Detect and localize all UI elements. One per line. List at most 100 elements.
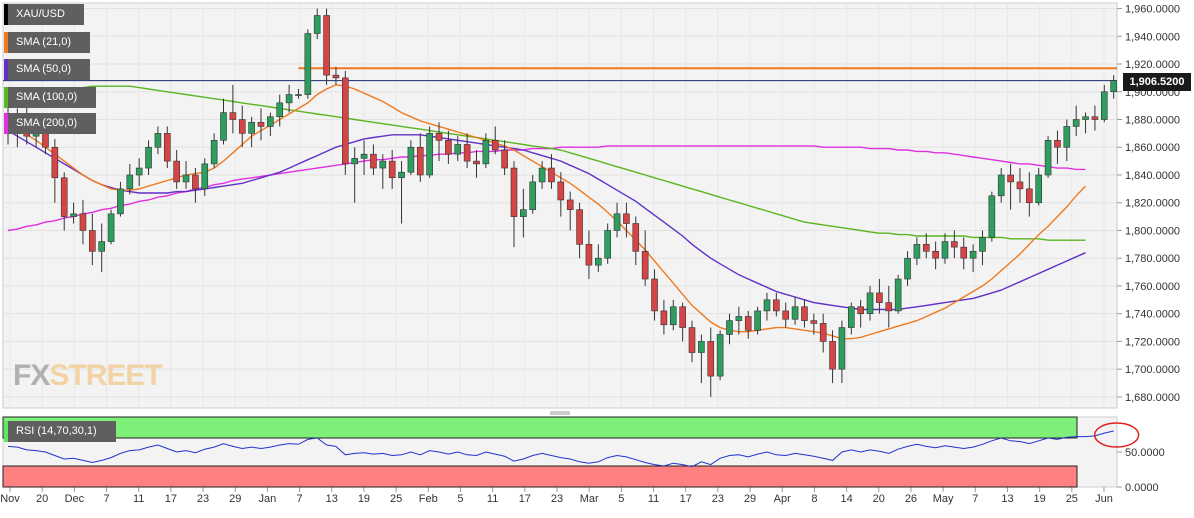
candle	[847, 302, 855, 335]
candle	[604, 223, 611, 264]
candle-body-up	[1072, 119, 1080, 127]
candle	[885, 285, 893, 328]
candle-body-down	[819, 323, 827, 342]
candle	[707, 327, 715, 397]
candle	[922, 233, 930, 259]
candle	[98, 223, 105, 273]
x-tick-label: 13	[1001, 493, 1013, 505]
candle-body-up	[360, 153, 368, 159]
candle	[416, 133, 424, 182]
candle-body-down	[885, 302, 893, 312]
candle-body-up	[182, 174, 190, 183]
y-tick-label: 1,720.0000	[1125, 336, 1180, 348]
candle	[332, 66, 340, 85]
candle	[679, 302, 686, 342]
candle	[342, 70, 349, 175]
candle	[182, 161, 190, 189]
candle-body-up	[220, 112, 227, 141]
fxstreet-watermark: FXSTREET	[13, 359, 163, 392]
y-tick-label: 1,700.0000	[1125, 364, 1180, 376]
candle-body-up	[520, 209, 527, 217]
candle-body-up	[1044, 140, 1052, 176]
x-tick-label: 5	[618, 493, 624, 505]
candle-body-up	[538, 167, 546, 183]
candle	[557, 172, 565, 217]
candle	[566, 191, 574, 231]
rsi-line	[7, 430, 1114, 468]
candle-body-down	[829, 341, 836, 370]
candle	[1072, 105, 1080, 137]
candle	[398, 161, 405, 224]
candle	[595, 244, 602, 273]
x-tick-label: 11	[648, 493, 659, 505]
candle-body-up	[847, 306, 855, 328]
candle-body-up	[313, 15, 321, 34]
candle-body-up	[126, 174, 134, 190]
candle-body-up	[135, 167, 143, 176]
candle	[857, 299, 864, 328]
x-tick-label: 23	[197, 493, 209, 505]
candle	[257, 108, 265, 141]
candle-body-down	[707, 341, 715, 377]
candle	[791, 297, 799, 325]
x-tick-label: 20	[36, 493, 48, 505]
x-tick-label: 29	[229, 493, 241, 505]
candle-body-down	[557, 181, 565, 201]
candle	[89, 213, 96, 266]
candle-body-up	[979, 237, 986, 252]
legend-sma200: SMA (200,0)	[4, 113, 96, 134]
candle	[960, 237, 968, 270]
candle-body-up	[379, 160, 387, 169]
candle-body-down	[388, 160, 396, 179]
candle	[876, 279, 883, 314]
candle	[351, 147, 358, 203]
x-tick-label: Jun	[1095, 493, 1113, 505]
candle-body-up	[70, 213, 77, 217]
candle	[1026, 172, 1033, 217]
candle-body-down	[332, 74, 340, 79]
candle	[135, 158, 143, 187]
x-tick-label: 14	[840, 493, 852, 505]
candle	[313, 8, 321, 40]
candle-body-up	[941, 241, 949, 259]
candle-body-down	[744, 316, 752, 331]
candle-body-up	[248, 121, 255, 134]
candle-body-down	[510, 167, 518, 217]
x-tick-label: Nov	[0, 493, 20, 505]
candle	[126, 163, 134, 195]
candle-body-down	[1091, 116, 1099, 120]
candle-body-down	[932, 250, 939, 259]
candle	[716, 330, 724, 381]
x-tick-label: 23	[551, 493, 563, 505]
candle	[669, 299, 677, 331]
candle	[238, 105, 246, 148]
candle-body-up	[716, 334, 724, 377]
candle	[744, 310, 752, 339]
candle	[463, 133, 471, 169]
y-tick-label: 1,920.0000	[1125, 59, 1180, 71]
candle-body-up	[988, 195, 996, 238]
candle-body-up	[1110, 80, 1117, 93]
y-tick-label: 1,880.0000	[1125, 115, 1180, 127]
candle-body-down	[782, 310, 790, 320]
candle-body-down	[922, 244, 930, 252]
candle	[988, 191, 996, 242]
candle-body-up	[791, 306, 799, 320]
x-tick-label: 20	[873, 493, 885, 505]
x-tick-label: 17	[680, 493, 692, 505]
candle-body-up	[1063, 126, 1071, 148]
candle-body-down	[435, 133, 443, 141]
candle	[482, 133, 490, 169]
candle	[1100, 84, 1108, 123]
candle	[726, 313, 733, 345]
candle-body-down	[1016, 181, 1024, 190]
candle	[613, 202, 621, 238]
x-tick-label: 25	[390, 493, 402, 505]
sma50-line	[7, 129, 1086, 311]
candle-body-up	[763, 299, 771, 312]
candle-body-down	[51, 146, 59, 179]
candle	[932, 241, 939, 270]
candle-body-up	[407, 146, 415, 173]
